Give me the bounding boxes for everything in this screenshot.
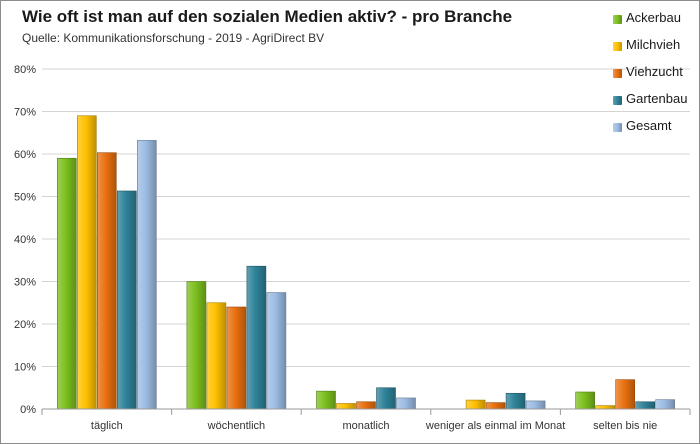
legend-label: Gartenbau bbox=[626, 91, 688, 106]
y-tick-label: 50% bbox=[14, 192, 36, 204]
chart-title: Wie oft ist man auf den sozialen Medien … bbox=[22, 7, 513, 26]
bar-gartenbau-0 bbox=[117, 190, 137, 410]
bar-ackerbau-1 bbox=[186, 281, 207, 410]
legend-swatch bbox=[613, 42, 622, 51]
x-tick-label: täglich bbox=[91, 420, 123, 432]
bar-ackerbau-4 bbox=[575, 391, 596, 410]
bar-viehzucht-4 bbox=[615, 379, 636, 410]
bar-milchvieh-3 bbox=[465, 399, 486, 410]
legend-swatch bbox=[613, 96, 622, 105]
bar-viehzucht-2 bbox=[356, 401, 376, 410]
legend-item: Viehzucht bbox=[613, 64, 695, 91]
bar-gartenbau-4 bbox=[635, 401, 656, 410]
bar-gartenbau-2 bbox=[376, 387, 396, 410]
legend-item: Milchvieh bbox=[613, 37, 695, 64]
legend-label: Milchvieh bbox=[626, 37, 681, 52]
chart-subtitle: Quelle: Kommunikationsforschung - 2019 -… bbox=[22, 31, 325, 45]
legend-item: Ackerbau bbox=[613, 10, 695, 37]
bar-gesamt-0 bbox=[137, 140, 157, 410]
bar-viehzucht-3 bbox=[485, 402, 506, 410]
legend-swatch bbox=[613, 123, 622, 132]
bar-ackerbau-2 bbox=[316, 390, 336, 410]
bar-gesamt-1 bbox=[266, 292, 287, 410]
bar-viehzucht-0 bbox=[97, 152, 117, 410]
y-tick-label: 60% bbox=[14, 149, 36, 161]
legend-item: Gartenbau bbox=[613, 91, 695, 118]
legend-label: Viehzucht bbox=[626, 64, 683, 79]
legend-label: Ackerbau bbox=[626, 10, 681, 25]
y-tick-label: 10% bbox=[14, 362, 36, 374]
y-tick-label: 80% bbox=[14, 64, 36, 76]
x-tick-label: wöchentlich bbox=[207, 420, 265, 432]
bar-gesamt-2 bbox=[396, 397, 416, 410]
bar-milchvieh-1 bbox=[206, 302, 227, 410]
legend-swatch bbox=[613, 15, 622, 24]
bar-milchvieh-2 bbox=[336, 403, 356, 410]
x-tick-label: monatlich bbox=[342, 420, 389, 432]
bar-milchvieh-0 bbox=[77, 115, 97, 410]
bar-gartenbau-3 bbox=[505, 392, 526, 410]
x-tick-label: selten bis nie bbox=[593, 420, 657, 432]
x-tick-label: weniger als einmal im Monat bbox=[425, 420, 565, 432]
y-tick-label: 20% bbox=[14, 319, 36, 331]
bar-viehzucht-1 bbox=[226, 306, 247, 410]
y-tick-label: 40% bbox=[14, 234, 36, 246]
y-tick-label: 30% bbox=[14, 277, 36, 289]
chart-legend: Ackerbau Milchvieh Viehzucht Gartenbau Gesam… bbox=[613, 10, 695, 145]
bar-gartenbau-1 bbox=[246, 265, 267, 410]
y-tick-label: 70% bbox=[14, 107, 36, 119]
legend-item: Gesamt bbox=[613, 118, 695, 145]
legend-swatch bbox=[613, 69, 622, 78]
legend-label: Gesamt bbox=[626, 118, 672, 133]
bar-gesamt-4 bbox=[655, 399, 676, 410]
bar-gesamt-3 bbox=[525, 400, 546, 410]
bar-milchvieh-4 bbox=[595, 405, 616, 410]
y-tick-label: 0% bbox=[20, 404, 36, 416]
bar-ackerbau-0 bbox=[56, 157, 77, 410]
